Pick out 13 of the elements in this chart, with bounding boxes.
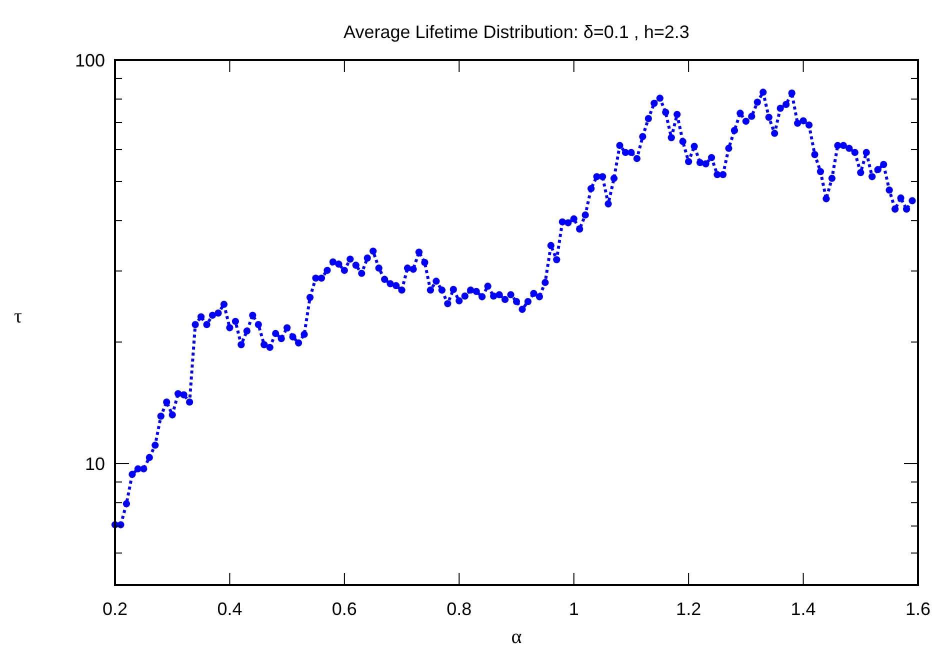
x-tick-label: 0.6 <box>332 599 357 619</box>
x-tick-label: 1.6 <box>905 599 931 619</box>
y-tick-label: 10 <box>84 454 105 474</box>
x-tick-label: 1.2 <box>676 599 702 619</box>
y-axis-title: τ <box>14 306 22 328</box>
x-tick-label: 0.4 <box>217 599 242 619</box>
chart-title: Average Lifetime Distribution: δ=0.1 , h=2.3 <box>344 22 690 42</box>
x-tick-label: 1.4 <box>790 599 816 619</box>
x-tick-label: 1 <box>568 599 579 619</box>
y-tick-label: 100 <box>74 50 105 70</box>
x-tick-label: 0.8 <box>446 599 472 619</box>
x-axis-title: α <box>511 626 522 648</box>
x-tick-label: 0.2 <box>102 599 128 619</box>
